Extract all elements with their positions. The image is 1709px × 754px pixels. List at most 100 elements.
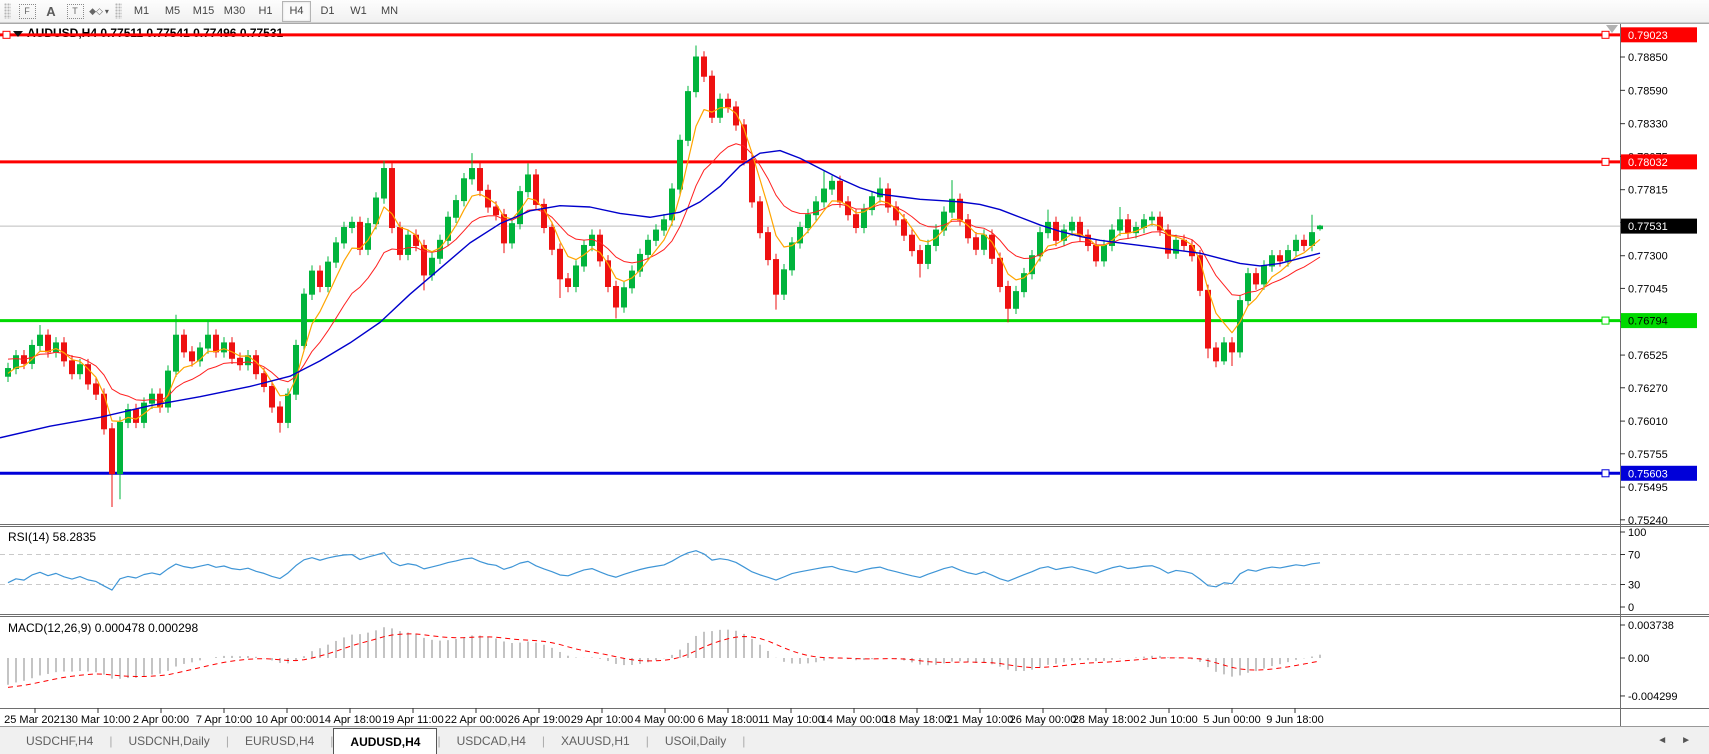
line-anchor-handle[interactable]	[1601, 157, 1610, 166]
candle-body	[141, 402, 147, 423]
price-badge-label: 0.78032	[1628, 157, 1668, 169]
time-axis-label: 7 Apr 10:00	[196, 714, 252, 726]
candle-body	[213, 334, 219, 353]
price-badge	[1621, 154, 1697, 170]
candle-body	[693, 56, 699, 93]
line-anchor-handle[interactable]	[1601, 316, 1610, 325]
candle-body	[509, 223, 515, 244]
candle-body	[845, 201, 851, 216]
chart-tab-bar: USDCHF,H4 | USDCNH,Daily | EURUSD,H4 | AUDUSD,…	[0, 726, 1709, 754]
candle-body	[621, 287, 627, 308]
tf-button-w1[interactable]: W1	[350, 5, 367, 17]
candle-body	[53, 342, 59, 353]
candle-body	[1269, 255, 1275, 267]
price-badge-label: 0.76794	[1628, 316, 1668, 328]
tf-button-m1[interactable]: M1	[133, 5, 150, 17]
candle-body	[637, 253, 643, 272]
candle-body	[765, 232, 771, 261]
candle-body	[597, 234, 603, 262]
candle-body	[261, 373, 267, 387]
time-axis-label: 28 May 18:00	[1073, 714, 1140, 726]
candle-body	[149, 393, 155, 404]
candle-body	[381, 168, 387, 199]
tab-scroll-right-icon[interactable]: ►	[1681, 735, 1691, 746]
candle-body	[1117, 219, 1123, 231]
candle-body	[501, 214, 507, 244]
price-axis-label: 0.77300	[1628, 251, 1668, 263]
candle-body	[805, 214, 811, 229]
candle-body	[1101, 244, 1107, 262]
candle-body	[173, 334, 179, 372]
line-anchor-handle[interactable]	[1601, 30, 1610, 39]
chevron-down-icon: ▾	[104, 6, 109, 16]
rsi-axis-label: 100	[1628, 527, 1646, 539]
time-axis-label: 29 Apr 10:00	[571, 714, 633, 726]
candle-body	[709, 75, 715, 118]
candle-body	[13, 355, 19, 370]
price-badge-label: 0.77531	[1628, 221, 1668, 233]
rsi-axis-label: 70	[1628, 550, 1640, 562]
line-anchor-handle[interactable]	[2, 30, 11, 39]
tab-scroll-left-icon[interactable]: ◄	[1657, 735, 1668, 746]
price-axis-label: 0.77045	[1628, 283, 1668, 295]
tf-button-mn[interactable]: MN	[380, 5, 399, 17]
macd-axis-label: 0.00	[1628, 653, 1649, 665]
candle-body	[917, 250, 923, 264]
tab-audusd-h4[interactable]: AUDUSD,H4	[333, 728, 438, 754]
candle-body	[29, 344, 35, 364]
price-badge	[1621, 465, 1697, 481]
candle-body	[341, 227, 347, 244]
tf-button-m30[interactable]: M30	[223, 5, 246, 17]
candle-body	[1309, 232, 1315, 246]
candle-body	[477, 168, 483, 191]
candle-body	[237, 357, 243, 366]
price-axis-label: 0.75755	[1628, 449, 1668, 461]
candle-body	[677, 139, 683, 190]
tab-usdcad-h4[interactable]: USDCAD,H4	[456, 733, 526, 748]
tab-xauusd-h1[interactable]: XAUUSD,H1	[561, 733, 630, 748]
drawing-grid-tool-button[interactable]: F	[16, 1, 38, 22]
candle-body	[1205, 289, 1211, 349]
chart-title: AUDUSD,H4 0.77511 0.77541 0.77496 0.7753…	[27, 26, 284, 40]
tab-usdcnh-daily[interactable]: USDCNH,Daily	[128, 733, 210, 748]
tab-usdchf-h4[interactable]: USDCHF,H4	[26, 733, 94, 748]
candle-body	[653, 229, 659, 241]
chart-menu-triangle-icon[interactable]	[13, 31, 23, 37]
candle-body	[1261, 265, 1267, 285]
tf-button-m5[interactable]: M5	[164, 5, 181, 17]
candle-body	[725, 98, 731, 108]
candle-body	[1301, 239, 1307, 246]
arrow-styles-button[interactable]: ◆◇ ▾	[88, 1, 110, 22]
ma-red-line	[7, 143, 1321, 402]
candle-body	[565, 278, 571, 287]
candle-body	[989, 234, 995, 259]
candle-body	[205, 334, 211, 349]
tf-button-h4[interactable]: H4	[282, 0, 311, 22]
candle-body	[533, 174, 539, 205]
time-axis-label: 2 Apr 00:00	[133, 714, 189, 726]
candle-body	[557, 248, 563, 280]
tf-button-m15[interactable]: M15	[192, 5, 215, 17]
candle-body	[773, 259, 779, 295]
line-anchor-handle[interactable]	[1601, 469, 1610, 478]
candle-body	[1245, 273, 1251, 302]
text-label-tool-button[interactable]: T	[64, 1, 86, 22]
candle-body	[117, 421, 123, 475]
tab-usoil-daily[interactable]: USOil,Daily	[664, 733, 727, 748]
toolbar-grip[interactable]	[4, 3, 11, 19]
candle-body	[493, 206, 499, 216]
tf-button-h1[interactable]: H1	[258, 5, 273, 17]
candle-body	[1317, 225, 1323, 230]
tab-eurusd-h4[interactable]: EURUSD,H4	[244, 733, 315, 748]
text-tool-button[interactable]: A	[46, 3, 56, 19]
candle-body	[317, 270, 323, 287]
candle-body	[901, 219, 907, 236]
chart-shift-marker[interactable]	[1606, 25, 1618, 33]
toolbar-grip-2[interactable]	[115, 3, 122, 19]
time-axis-label: 2 Jun 10:00	[1140, 714, 1198, 726]
candle-body	[1093, 244, 1099, 262]
shapes-icon: ◆◇	[89, 5, 103, 16]
tf-button-d1[interactable]: D1	[320, 5, 335, 17]
candle-body	[421, 244, 427, 276]
